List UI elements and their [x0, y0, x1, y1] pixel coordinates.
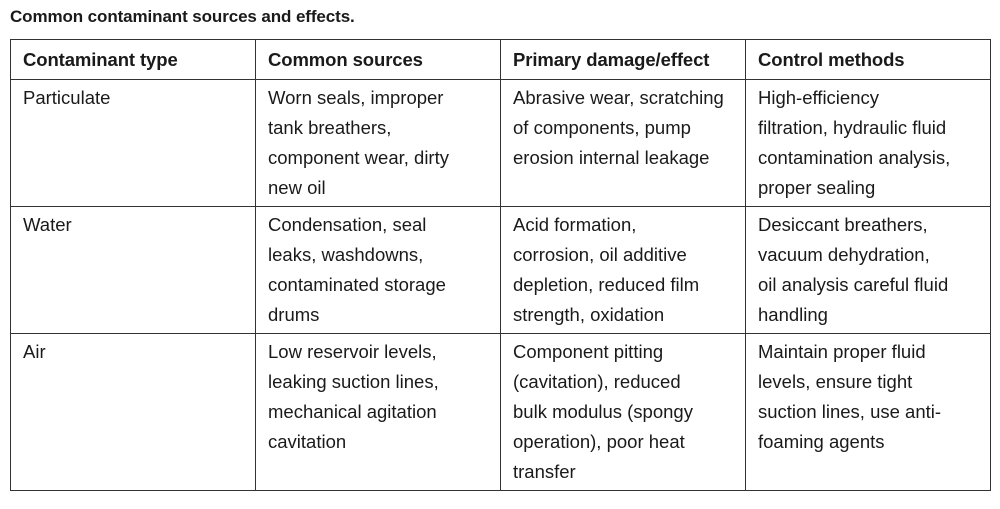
cell-primary-damage: Component pitting (cavitation), reduced … [500, 333, 746, 491]
cell-line: component wear, dirty [268, 147, 449, 168]
table-row-particulate: Particulate Worn seals, improper tank br… [10, 79, 991, 207]
cell-control-methods: High-efficiency filtration, hydraulic fl… [745, 79, 991, 207]
table-caption: Common contaminant sources and effects. [10, 7, 355, 26]
cell-line: of components, pump [513, 117, 691, 138]
cell-line: Water [23, 214, 72, 235]
cell-line: mechanical agitation [268, 401, 437, 422]
cell-line: Maintain proper fluid [758, 341, 926, 362]
cell-line: High-efficiency [758, 87, 879, 108]
cell-line: filtration, hydraulic fluid [758, 117, 947, 138]
header-control-methods: Control methods [745, 39, 991, 80]
cell-common-sources: Condensation, seal leaks, washdowns, con… [255, 206, 501, 334]
cell-line: levels, ensure tight [758, 371, 913, 392]
table-row-air: Air Low reservoir levels, leaking suctio… [10, 333, 991, 491]
header-common-sources: Common sources [255, 39, 501, 80]
cell-common-sources: Low reservoir levels, leaking suction li… [255, 333, 501, 491]
header-primary-damage: Primary damage/effect [500, 39, 746, 80]
cell-line: Low reservoir levels, [268, 341, 437, 362]
cell-line: new oil [268, 177, 326, 198]
cell-line: depletion, reduced film [513, 274, 700, 295]
cell-line: erosion internal leakage [513, 147, 710, 168]
cell-line: corrosion, oil additive [513, 244, 687, 265]
cell-line: Condensation, seal [268, 214, 427, 235]
cell-line: Acid formation, [513, 214, 637, 235]
cell-line: Abrasive wear, scratching [513, 87, 724, 108]
cell-control-methods: Maintain proper fluid levels, ensure tig… [745, 333, 991, 491]
cell-line: Component pitting [513, 341, 664, 362]
cell-contaminant-type: Air [10, 333, 256, 491]
cell-line: vacuum dehydration, [758, 244, 930, 265]
cell-line: proper sealing [758, 177, 876, 198]
cell-line: strength, oxidation [513, 304, 665, 325]
cell-line: contaminated storage [268, 274, 446, 295]
cell-contaminant-type: Water [10, 206, 256, 334]
cell-line: (cavitation), reduced [513, 371, 681, 392]
header-row: Contaminant type Common sources Primary … [10, 39, 991, 80]
cell-line: Worn seals, improper [268, 87, 444, 108]
cell-common-sources: Worn seals, improper tank breathers, com… [255, 79, 501, 207]
cell-line: oil analysis careful fluid [758, 274, 949, 295]
cell-line: Desiccant breathers, [758, 214, 928, 235]
cell-line: bulk modulus (spongy [513, 401, 693, 422]
cell-line: Air [23, 341, 46, 362]
cell-line: transfer [513, 461, 576, 482]
cell-line: drums [268, 304, 320, 325]
cell-line: Particulate [23, 87, 111, 108]
table-row-water: Water Condensation, seal leaks, washdown… [10, 206, 991, 334]
cell-line: handling [758, 304, 828, 325]
cell-line: cavitation [268, 431, 347, 452]
cell-line: leaks, washdowns, [268, 244, 424, 265]
cell-line: suction lines, use anti- [758, 401, 942, 422]
cell-line: tank breathers, [268, 117, 392, 138]
cell-primary-damage: Abrasive wear, scratching of components,… [500, 79, 746, 207]
cell-line: operation), poor heat [513, 431, 685, 452]
cell-contaminant-type: Particulate [10, 79, 256, 207]
cell-line: contamination analysis, [758, 147, 951, 168]
cell-primary-damage: Acid formation, corrosion, oil additive … [500, 206, 746, 334]
contaminant-table: Contaminant type Common sources Primary … [10, 39, 991, 491]
cell-line: foaming agents [758, 431, 885, 452]
header-contaminant-type: Contaminant type [10, 39, 256, 80]
cell-control-methods: Desiccant breathers, vacuum dehydration,… [745, 206, 991, 334]
cell-line: leaking suction lines, [268, 371, 439, 392]
